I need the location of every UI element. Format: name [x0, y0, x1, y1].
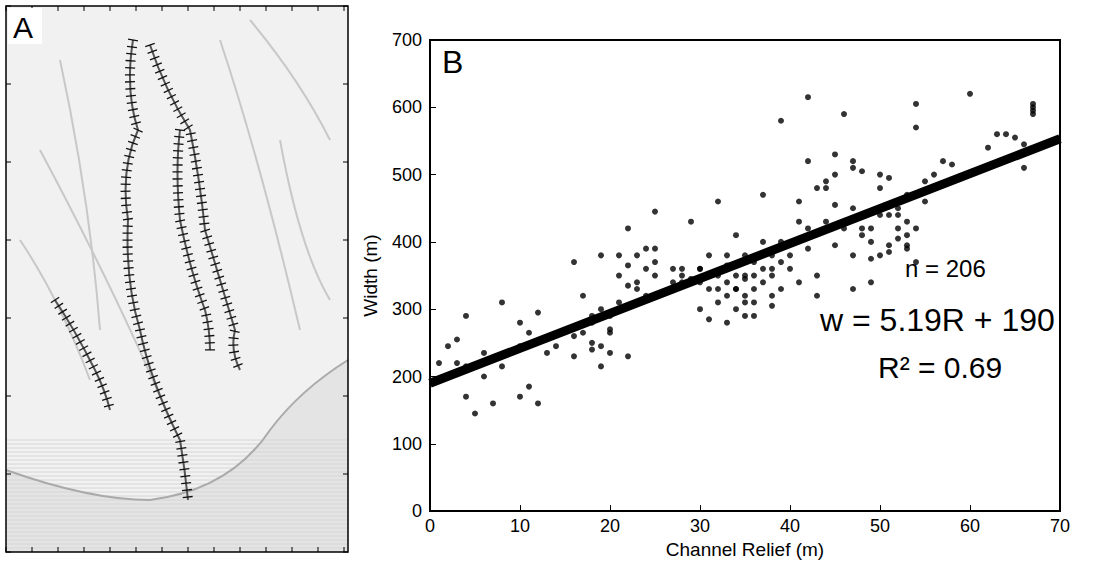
- svg-text:B: B: [442, 44, 463, 80]
- svg-text:700: 700: [392, 30, 422, 50]
- svg-text:10: 10: [510, 516, 530, 536]
- svg-text:Width (m): Width (m): [360, 234, 381, 316]
- svg-text:600: 600: [392, 97, 422, 117]
- svg-text:w = 5.19R + 190: w = 5.19R + 190: [819, 302, 1055, 338]
- svg-text:500: 500: [392, 165, 422, 185]
- svg-text:30: 30: [690, 516, 710, 536]
- svg-text:Channel Relief (m): Channel Relief (m): [666, 539, 824, 560]
- svg-text:60: 60: [960, 516, 980, 536]
- svg-text:n = 206: n = 206: [905, 255, 986, 282]
- svg-text:A: A: [13, 11, 33, 44]
- svg-text:0: 0: [412, 501, 422, 521]
- svg-text:20: 20: [600, 516, 620, 536]
- svg-text:200: 200: [392, 367, 422, 387]
- svg-text:70: 70: [1050, 516, 1070, 536]
- svg-text:50: 50: [870, 516, 890, 536]
- svg-text:300: 300: [392, 299, 422, 319]
- svg-text:100: 100: [392, 434, 422, 454]
- svg-text:40: 40: [780, 516, 800, 536]
- svg-text:0: 0: [425, 516, 435, 536]
- svg-text:400: 400: [392, 232, 422, 252]
- svg-text:R² = 0.69: R² = 0.69: [878, 351, 1002, 384]
